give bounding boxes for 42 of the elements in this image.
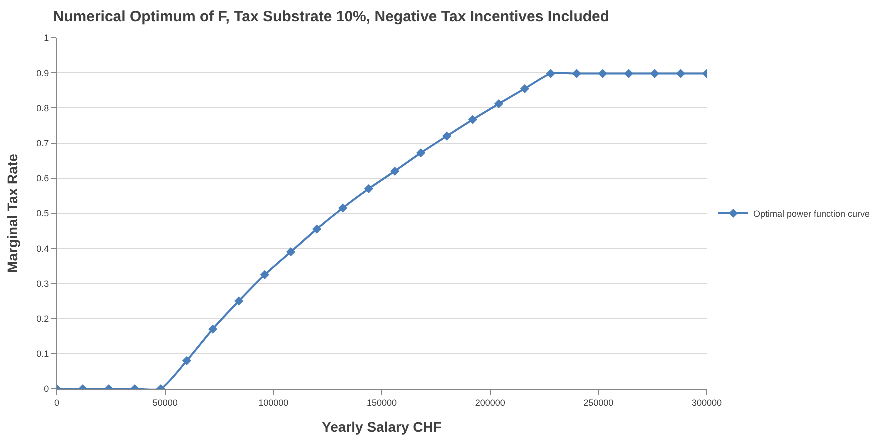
point xyxy=(364,184,374,194)
y-tick-label: 0.2 xyxy=(36,314,50,324)
x-tick-label: 50000 xyxy=(152,398,178,408)
point xyxy=(442,132,452,141)
point xyxy=(260,270,270,280)
point xyxy=(468,115,478,124)
y-tick-label: 0.4 xyxy=(36,244,50,254)
point xyxy=(650,69,660,78)
point xyxy=(598,69,608,78)
y-tick-label: 0.7 xyxy=(36,138,50,148)
x-tick-label: 100000 xyxy=(258,398,289,408)
chart-title: Numerical Optimum of F, Tax Substrate 10%, Negative Tax Incentives Included xyxy=(53,8,610,26)
y-tick-label: 0 xyxy=(44,384,50,394)
point xyxy=(390,166,400,176)
x-tick-label: 300000 xyxy=(692,398,722,408)
x-tick-label: 200000 xyxy=(475,398,506,408)
point xyxy=(546,69,556,78)
y-axis-title: Marginal Tax Rate xyxy=(4,154,20,273)
point xyxy=(286,248,296,257)
point xyxy=(338,204,348,213)
point xyxy=(676,69,686,78)
x-tick-label: 0 xyxy=(54,398,60,408)
x-tick-label: 150000 xyxy=(366,398,398,408)
point xyxy=(572,69,582,78)
legend-label: Optimal power function curve xyxy=(754,209,870,220)
point xyxy=(208,324,218,334)
point xyxy=(624,69,634,78)
y-tick-label: 0.5 xyxy=(36,208,50,219)
x-axis-title: Yearly Salary CHF xyxy=(322,419,442,436)
point xyxy=(312,224,322,234)
point xyxy=(416,148,426,158)
point xyxy=(494,99,504,109)
point xyxy=(182,356,192,366)
y-tick-label: 0.1 xyxy=(36,349,50,360)
y-tick-label: 0.6 xyxy=(36,174,50,184)
y-tick-label: 0.3 xyxy=(36,278,50,289)
point xyxy=(234,296,244,306)
y-tick-label: 0.9 xyxy=(36,68,50,78)
y-tick-label: 0.8 xyxy=(36,103,50,114)
y-tick-label: 1 xyxy=(44,33,50,44)
x-tick-label: 250000 xyxy=(584,398,614,408)
point xyxy=(520,84,530,94)
